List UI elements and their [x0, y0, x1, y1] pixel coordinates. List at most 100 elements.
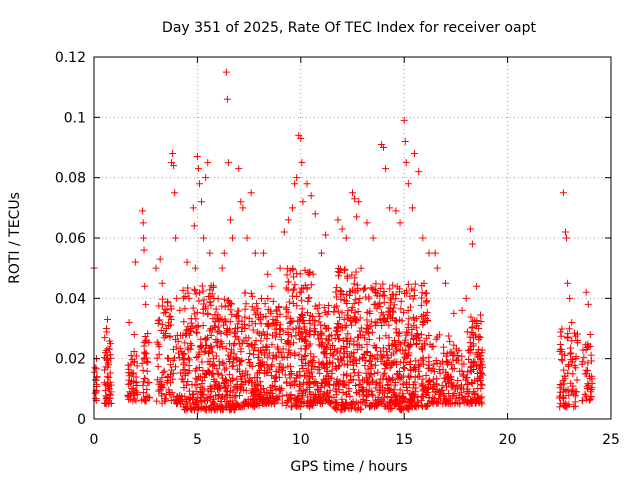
- data-point: [419, 346, 427, 354]
- data-point: [378, 309, 386, 317]
- data-point: [368, 360, 376, 368]
- data-point: [159, 295, 167, 303]
- data-point: [584, 300, 592, 308]
- data-point: [250, 387, 258, 395]
- data-point: [143, 337, 151, 345]
- data-point: [412, 384, 420, 392]
- data-point: [210, 294, 218, 302]
- data-point: [320, 350, 328, 358]
- data-point: [380, 288, 388, 296]
- data-point: [379, 315, 387, 323]
- data-point: [185, 395, 193, 403]
- data-point: [195, 364, 203, 372]
- data-point: [463, 373, 471, 381]
- data-point: [213, 342, 221, 350]
- data-point: [181, 339, 189, 347]
- data-point: [392, 325, 400, 333]
- data-point: [106, 391, 114, 399]
- data-point: [276, 331, 284, 339]
- data-point: [184, 289, 192, 297]
- data-point: [327, 349, 335, 357]
- y-tick-label: 0.08: [55, 171, 86, 187]
- data-point: [331, 335, 339, 343]
- x-tick-label: 0: [90, 432, 99, 448]
- data-point: [334, 216, 342, 224]
- data-point: [363, 219, 371, 227]
- data-point: [390, 301, 398, 309]
- data-point: [293, 292, 301, 300]
- data-point: [422, 372, 430, 380]
- data-point: [415, 168, 423, 176]
- data-point: [344, 330, 352, 338]
- data-point: [417, 331, 425, 339]
- data-point: [156, 316, 164, 324]
- data-point: [224, 381, 232, 389]
- data-point: [251, 400, 259, 408]
- data-point: [387, 314, 395, 322]
- data-point: [280, 228, 288, 236]
- data-point: [158, 302, 166, 310]
- data-point: [315, 301, 323, 309]
- data-point: [433, 398, 441, 406]
- data-point: [222, 364, 230, 372]
- data-point: [139, 389, 147, 397]
- data-point: [416, 362, 424, 370]
- data-point: [207, 282, 215, 290]
- data-point: [350, 341, 358, 349]
- data-point: [241, 289, 249, 297]
- data-point: [447, 383, 455, 391]
- data-point: [354, 333, 362, 341]
- data-point: [587, 392, 595, 400]
- data-point: [386, 299, 394, 307]
- data-point: [359, 286, 367, 294]
- data-point: [573, 330, 581, 338]
- data-point: [421, 290, 429, 298]
- data-point: [325, 399, 333, 407]
- data-point: [582, 345, 590, 353]
- data-point: [332, 347, 340, 355]
- data-point: [343, 361, 351, 369]
- data-point: [184, 344, 192, 352]
- data-point: [295, 351, 303, 359]
- data-point: [323, 379, 331, 387]
- data-point: [101, 349, 109, 357]
- data-point: [107, 381, 115, 389]
- data-point: [473, 377, 481, 385]
- data-point: [287, 403, 295, 411]
- data-point: [343, 343, 351, 351]
- data-point: [167, 379, 175, 387]
- data-point: [340, 371, 348, 379]
- data-point: [289, 266, 297, 274]
- data-point: [351, 195, 359, 203]
- data-point: [130, 369, 138, 377]
- data-point: [409, 313, 417, 321]
- data-point: [372, 289, 380, 297]
- data-point: [298, 305, 306, 313]
- data-point: [384, 354, 392, 362]
- data-point: [401, 336, 409, 344]
- data-point: [328, 374, 336, 382]
- data-point: [439, 392, 447, 400]
- data-point: [477, 380, 485, 388]
- data-point: [397, 399, 405, 407]
- data-point: [228, 310, 236, 318]
- data-point: [248, 378, 256, 386]
- data-point: [588, 384, 596, 392]
- data-point: [395, 402, 403, 410]
- data-point: [477, 318, 485, 326]
- data-point: [158, 392, 166, 400]
- data-point: [214, 385, 222, 393]
- data-point: [235, 340, 243, 348]
- data-point: [387, 385, 395, 393]
- data-point: [201, 397, 209, 405]
- data-point: [306, 311, 314, 319]
- data-point: [564, 279, 572, 287]
- data-point: [354, 307, 362, 315]
- data-point: [396, 386, 404, 394]
- data-point: [195, 297, 203, 305]
- data-point: [407, 303, 415, 311]
- data-point: [160, 367, 168, 375]
- data-point: [563, 234, 571, 242]
- y-tick-label: 0: [77, 412, 86, 428]
- data-point: [125, 395, 133, 403]
